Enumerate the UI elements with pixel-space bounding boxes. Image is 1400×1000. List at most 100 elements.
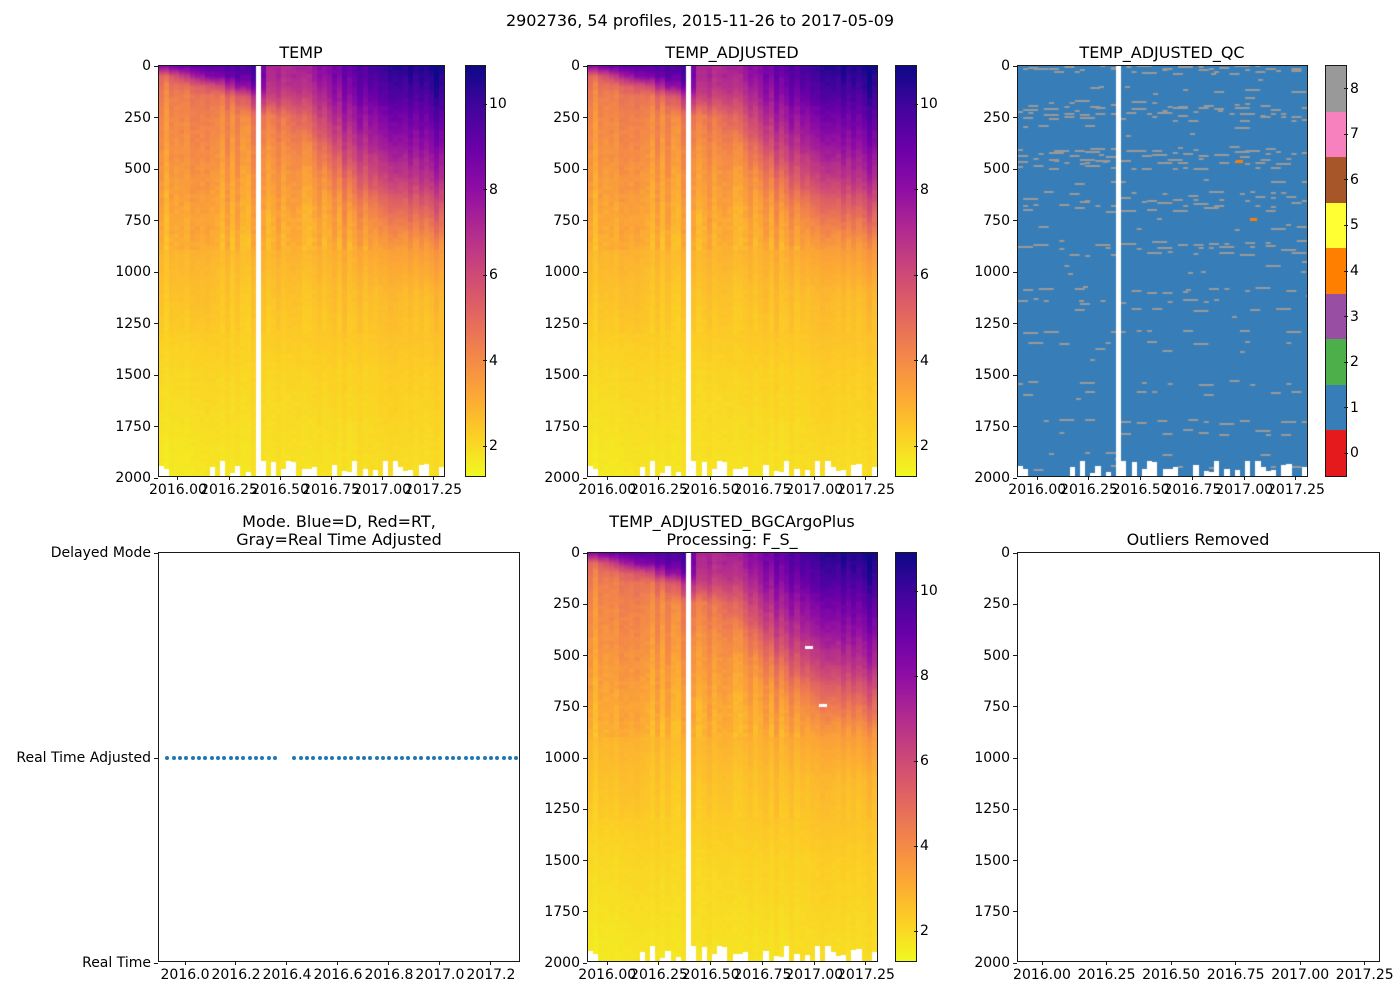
colorbar-gradient — [896, 553, 916, 961]
x-tick-mark — [1041, 961, 1043, 965]
y-tick-label: 1250 — [544, 801, 580, 818]
mode-dot — [215, 756, 220, 760]
mode-dot — [273, 756, 278, 760]
x-tick-mark — [606, 476, 608, 480]
colorbar-segment — [1326, 293, 1346, 340]
y-tick-label: 250 — [553, 596, 580, 613]
mode-dot — [463, 756, 468, 760]
mode-dot — [254, 756, 259, 760]
x-tick-label: 2017.00 — [1215, 482, 1274, 498]
axes-mode: 2016.0 2016.2 2016.4 2016.6 2016.8 2017.0 2017… — [16, 545, 520, 983]
x-tick-label: 2016.50 — [681, 967, 740, 983]
y-tick-label: 2000 — [544, 470, 580, 486]
mode-dot — [177, 756, 182, 760]
x-tick-mark — [658, 961, 660, 965]
x-tick-mark — [1106, 961, 1108, 965]
y-tick-mark — [154, 552, 158, 554]
y-tick-label: 1750 — [115, 418, 151, 435]
y-tick-mark — [1013, 374, 1017, 376]
y-tick-label: 2000 — [974, 955, 1010, 971]
colorbar-segment — [1326, 157, 1346, 204]
mode-dot — [501, 756, 506, 760]
x-tick-label: 2016.50 — [1111, 482, 1170, 498]
x-tick-mark — [865, 476, 867, 480]
colorbar-tick-label: 2 — [920, 923, 929, 940]
axes-temp-adjusted-qc: 2016.00 2016.25 2016.50 2016.75 2017.00 2017.… — [974, 58, 1325, 498]
x-tick-label: 2017.25 — [404, 482, 463, 498]
colorbar-tick-label: 4 — [920, 352, 929, 369]
y-tick-mark — [583, 323, 587, 324]
colorbar-tick-label: 4 — [489, 352, 498, 369]
y-tick-label: 500 — [983, 161, 1010, 177]
mode-dot — [374, 756, 379, 760]
x-tick-mark — [286, 961, 288, 965]
colorbar-tick-label: 6 — [920, 753, 929, 770]
x-tick-mark — [388, 961, 390, 965]
y-tick-label: 1500 — [974, 367, 1010, 383]
y-tick-mark — [1013, 168, 1017, 170]
mode-dot — [438, 756, 443, 760]
y-tick-label: 1500 — [544, 852, 580, 869]
mode-dot — [514, 756, 519, 760]
x-tick-label: 2017.0 — [415, 967, 465, 983]
mode-dot — [469, 756, 474, 760]
y-tick-label: 500 — [553, 647, 580, 664]
y-tick-mark — [1013, 808, 1017, 810]
y-tick-label: 1500 — [974, 852, 1010, 869]
colorbar-tick-mark — [1344, 316, 1348, 318]
x-tick-mark — [813, 961, 815, 965]
colorbar-tick-label: 0 — [1350, 445, 1359, 462]
y-tick-label: 500 — [124, 161, 151, 177]
y-tick-label: Delayed Mode — [50, 545, 151, 561]
x-tick-label: 2016.00 — [1008, 482, 1067, 498]
x-tick-mark — [432, 476, 434, 480]
y-tick-label: 1500 — [544, 367, 580, 383]
colorbar-tick-label: 2 — [1350, 354, 1359, 371]
y-tick-label: 1250 — [974, 801, 1010, 818]
x-tick-mark — [177, 476, 179, 480]
mode-dot — [196, 756, 201, 760]
y-tick-label: 750 — [553, 212, 580, 229]
mode-dot — [311, 756, 316, 760]
colorbar-gradient — [896, 66, 916, 476]
x-tick-mark — [279, 476, 281, 480]
colorbar-tick-mark — [1344, 179, 1348, 181]
mode-dot — [393, 756, 398, 760]
colorbar-tick-mark — [1344, 407, 1348, 409]
colorbar-tick-label: 4 — [920, 838, 929, 855]
colorbar-segment — [1326, 202, 1346, 249]
y-tick-label: 1250 — [115, 315, 151, 332]
y-tick-mark — [1013, 603, 1017, 605]
x-tick-mark — [1170, 961, 1172, 965]
y-tick-label: 1000 — [115, 264, 151, 280]
axes-temp-adjusted: 2016.00 2016.25 2016.50 2016.75 2017.00 2017.… — [544, 58, 895, 498]
colorbar-tick-mark — [914, 189, 918, 191]
x-tick-label: 2017.00 — [1271, 967, 1330, 983]
y-tick-mark — [583, 168, 587, 170]
mode-dot — [342, 756, 347, 760]
mode-dot — [190, 756, 195, 760]
x-tick-label: 2017.25 — [837, 482, 895, 498]
mode-dot — [368, 756, 373, 760]
y-tick-mark — [1013, 65, 1017, 67]
y-tick-mark — [583, 552, 587, 554]
x-tick-mark — [1364, 961, 1366, 965]
y-tick-mark — [583, 117, 587, 118]
colorbar-tick-mark — [483, 103, 487, 105]
y-tick-mark — [583, 426, 587, 427]
y-tick-mark — [583, 757, 587, 759]
x-tick-label: 2016.75 — [302, 482, 361, 498]
x-tick-label: 2017.25 — [1267, 482, 1325, 498]
mode-dot — [247, 756, 252, 760]
x-tick-label: 2016.6 — [313, 967, 363, 983]
mode-dot — [171, 756, 176, 760]
y-tick-mark — [154, 757, 158, 759]
colorbar-tick-label: 4 — [1350, 263, 1359, 279]
y-tick-label: 500 — [983, 647, 1010, 664]
y-tick-label: 1500 — [115, 367, 151, 383]
y-tick-mark — [154, 65, 158, 67]
x-tick-mark — [606, 961, 608, 965]
y-tick-label: 1000 — [544, 750, 580, 766]
x-tick-mark — [710, 961, 712, 965]
